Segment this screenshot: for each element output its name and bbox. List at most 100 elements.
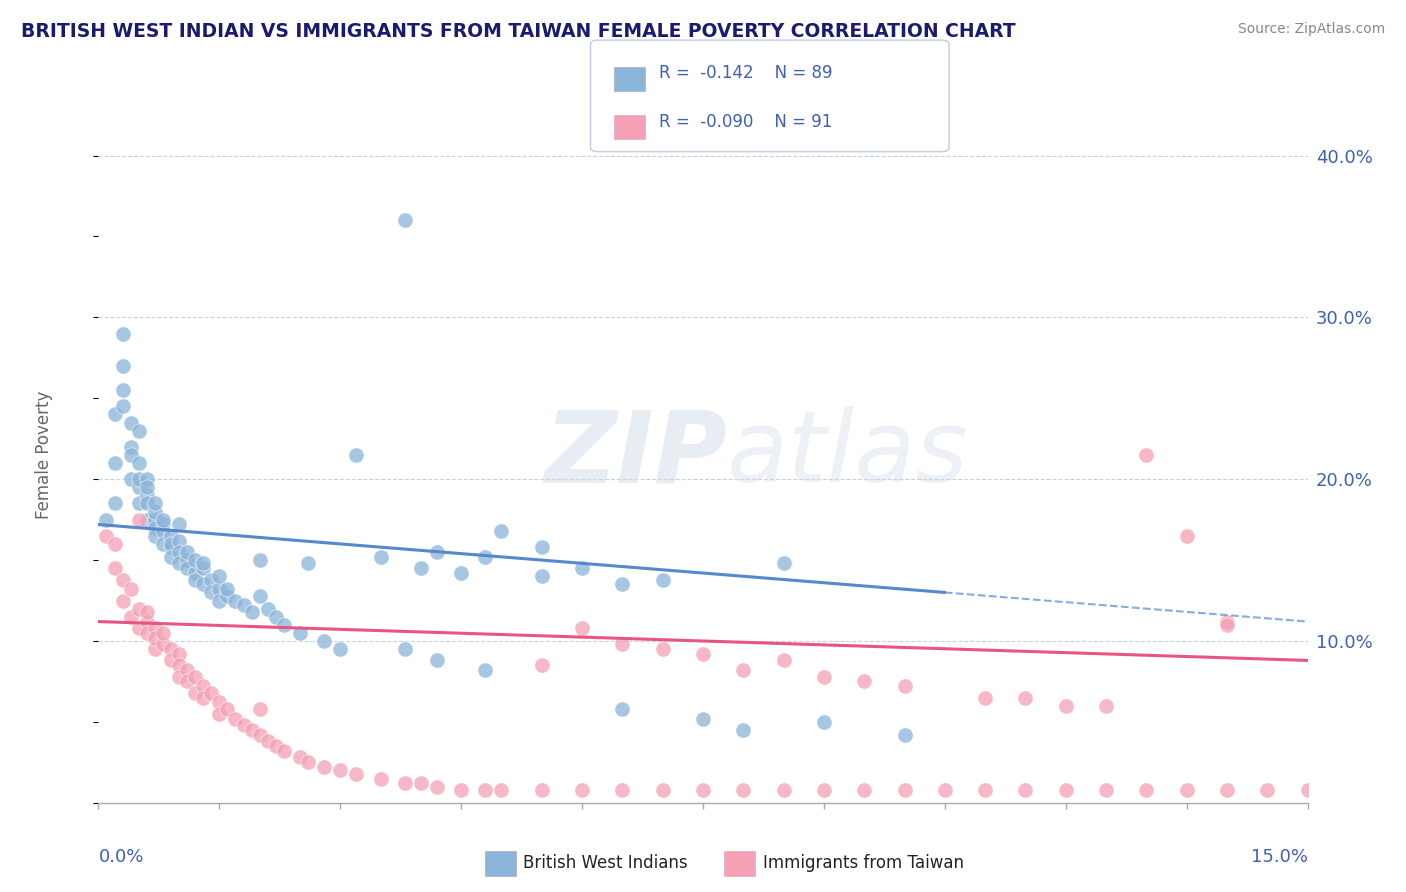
Point [232, 718, 254, 732]
Point [152, 637, 174, 651]
Point [1175, 782, 1198, 797]
Point [167, 533, 190, 548]
Point [853, 674, 876, 689]
Point [160, 549, 183, 564]
Point [208, 569, 231, 583]
Point [772, 653, 794, 667]
Point [152, 517, 174, 532]
Point [1256, 782, 1278, 797]
Point [193, 557, 215, 571]
Point [530, 569, 553, 583]
Point [167, 557, 190, 571]
Point [249, 553, 271, 567]
Point [264, 609, 287, 624]
Point [370, 549, 392, 564]
Point [474, 549, 496, 564]
Point [474, 782, 496, 797]
Point [120, 609, 142, 624]
Point [329, 764, 352, 778]
Point [176, 553, 198, 567]
Point [1296, 782, 1319, 797]
Point [692, 647, 714, 661]
Point [297, 557, 319, 571]
Point [135, 472, 157, 486]
Point [426, 545, 449, 559]
Point [135, 615, 157, 629]
Point [249, 589, 271, 603]
Point [314, 634, 336, 648]
Point [651, 782, 673, 797]
Point [692, 712, 714, 726]
Point [143, 642, 166, 657]
Point [128, 472, 150, 486]
Point [184, 566, 207, 580]
Point [128, 513, 150, 527]
Point [184, 553, 207, 567]
Point [111, 326, 134, 341]
Point [208, 582, 231, 597]
Point [103, 456, 125, 470]
Point [612, 577, 634, 591]
Point [733, 723, 755, 737]
Point [249, 702, 271, 716]
Point [128, 456, 150, 470]
Point [733, 663, 755, 677]
Point [651, 642, 673, 657]
Point [200, 573, 222, 587]
Point [111, 383, 134, 397]
Text: R =  -0.090    N = 91: R = -0.090 N = 91 [659, 112, 832, 130]
Point [813, 670, 835, 684]
Point [217, 582, 239, 597]
Point [184, 573, 207, 587]
Point [120, 582, 142, 597]
Point [143, 496, 166, 510]
Point [152, 626, 174, 640]
Point [224, 593, 246, 607]
Text: Source: ZipAtlas.com: Source: ZipAtlas.com [1237, 22, 1385, 37]
Point [1216, 617, 1239, 632]
Point [96, 513, 118, 527]
Point [893, 782, 915, 797]
Point [167, 545, 190, 559]
Point [143, 504, 166, 518]
Point [128, 601, 150, 615]
Point [1014, 690, 1036, 705]
Point [240, 723, 263, 737]
Point [135, 496, 157, 510]
Point [530, 658, 553, 673]
Point [143, 631, 166, 645]
Point [612, 782, 634, 797]
Point [167, 647, 190, 661]
Text: Female Poverty: Female Poverty [35, 391, 53, 519]
Point [143, 621, 166, 635]
Point [160, 540, 183, 554]
Point [184, 670, 207, 684]
Point [152, 537, 174, 551]
Point [160, 537, 183, 551]
Point [772, 782, 794, 797]
Point [409, 561, 432, 575]
Point [135, 626, 157, 640]
Point [1095, 782, 1118, 797]
Point [160, 642, 183, 657]
Point [128, 621, 150, 635]
Point [1216, 615, 1239, 629]
Point [120, 440, 142, 454]
Point [491, 524, 513, 538]
Point [143, 529, 166, 543]
Text: 0.0%: 0.0% [98, 848, 143, 866]
Point [426, 653, 449, 667]
Text: British West Indians: British West Indians [523, 854, 688, 871]
Text: ZIP: ZIP [544, 407, 727, 503]
Point [176, 545, 198, 559]
Text: atlas: atlas [727, 407, 969, 503]
Point [224, 712, 246, 726]
Point [176, 674, 198, 689]
Point [571, 621, 593, 635]
Point [128, 496, 150, 510]
Point [103, 408, 125, 422]
Point [1135, 782, 1157, 797]
Point [167, 670, 190, 684]
Point [288, 750, 311, 764]
Point [813, 782, 835, 797]
